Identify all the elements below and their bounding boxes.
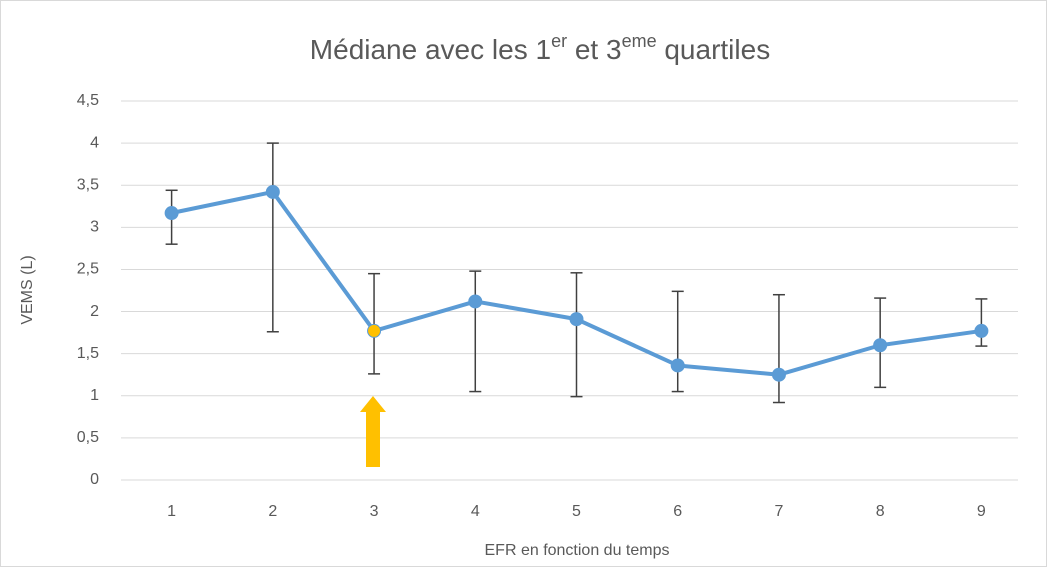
y-tick-label: 2,5 [77, 261, 99, 278]
marker [873, 338, 888, 353]
marker [468, 294, 483, 309]
x-tick-label: 9 [977, 503, 986, 520]
x-tick-label: 2 [268, 503, 277, 520]
marker [670, 358, 685, 373]
x-tick-label: 4 [471, 503, 480, 520]
y-tick-label: 1 [90, 387, 99, 404]
marker [771, 367, 786, 382]
y-tick-label: 0,5 [77, 429, 99, 446]
marker [974, 323, 989, 338]
error-bar [368, 272, 381, 375]
y-tick-label: 4,5 [77, 92, 99, 109]
y-tick-label: 3 [90, 219, 99, 236]
marker [265, 184, 280, 199]
y-tick-label: 4 [90, 134, 99, 151]
title-part: quartiles [657, 34, 771, 65]
x-tick-label: 6 [673, 503, 682, 520]
chart-title: Médiane avec les 1er et 3eme quartiles [310, 31, 770, 66]
x-tick-label: 3 [370, 503, 379, 520]
marker [367, 323, 382, 338]
marker [164, 206, 179, 221]
title-part: et 3 [567, 34, 621, 65]
x-axis-label: EFR en fonction du temps [485, 542, 670, 559]
marker [569, 312, 584, 327]
error-bar [570, 272, 583, 398]
y-tick-label: 2 [90, 303, 99, 320]
y-tick-label: 0 [90, 471, 99, 488]
error-bar [772, 293, 785, 404]
x-tick-label: 5 [572, 503, 581, 520]
error-bar [975, 298, 988, 347]
title-superscript: er [551, 31, 567, 51]
y-tick-label: 3,5 [77, 176, 99, 193]
error-bar [671, 290, 684, 393]
error-bar [266, 142, 279, 333]
y-axis-label: VEMS (L) [19, 255, 36, 324]
x-tick-label: 8 [876, 503, 885, 520]
title-part: Médiane avec les 1 [310, 34, 551, 65]
y-tick-label: 1,5 [77, 345, 99, 362]
arrow [360, 396, 386, 467]
x-tick-label: 1 [167, 503, 176, 520]
error-bar [469, 270, 482, 393]
x-tick-label: 7 [774, 503, 783, 520]
title-superscript: eme [622, 31, 657, 51]
